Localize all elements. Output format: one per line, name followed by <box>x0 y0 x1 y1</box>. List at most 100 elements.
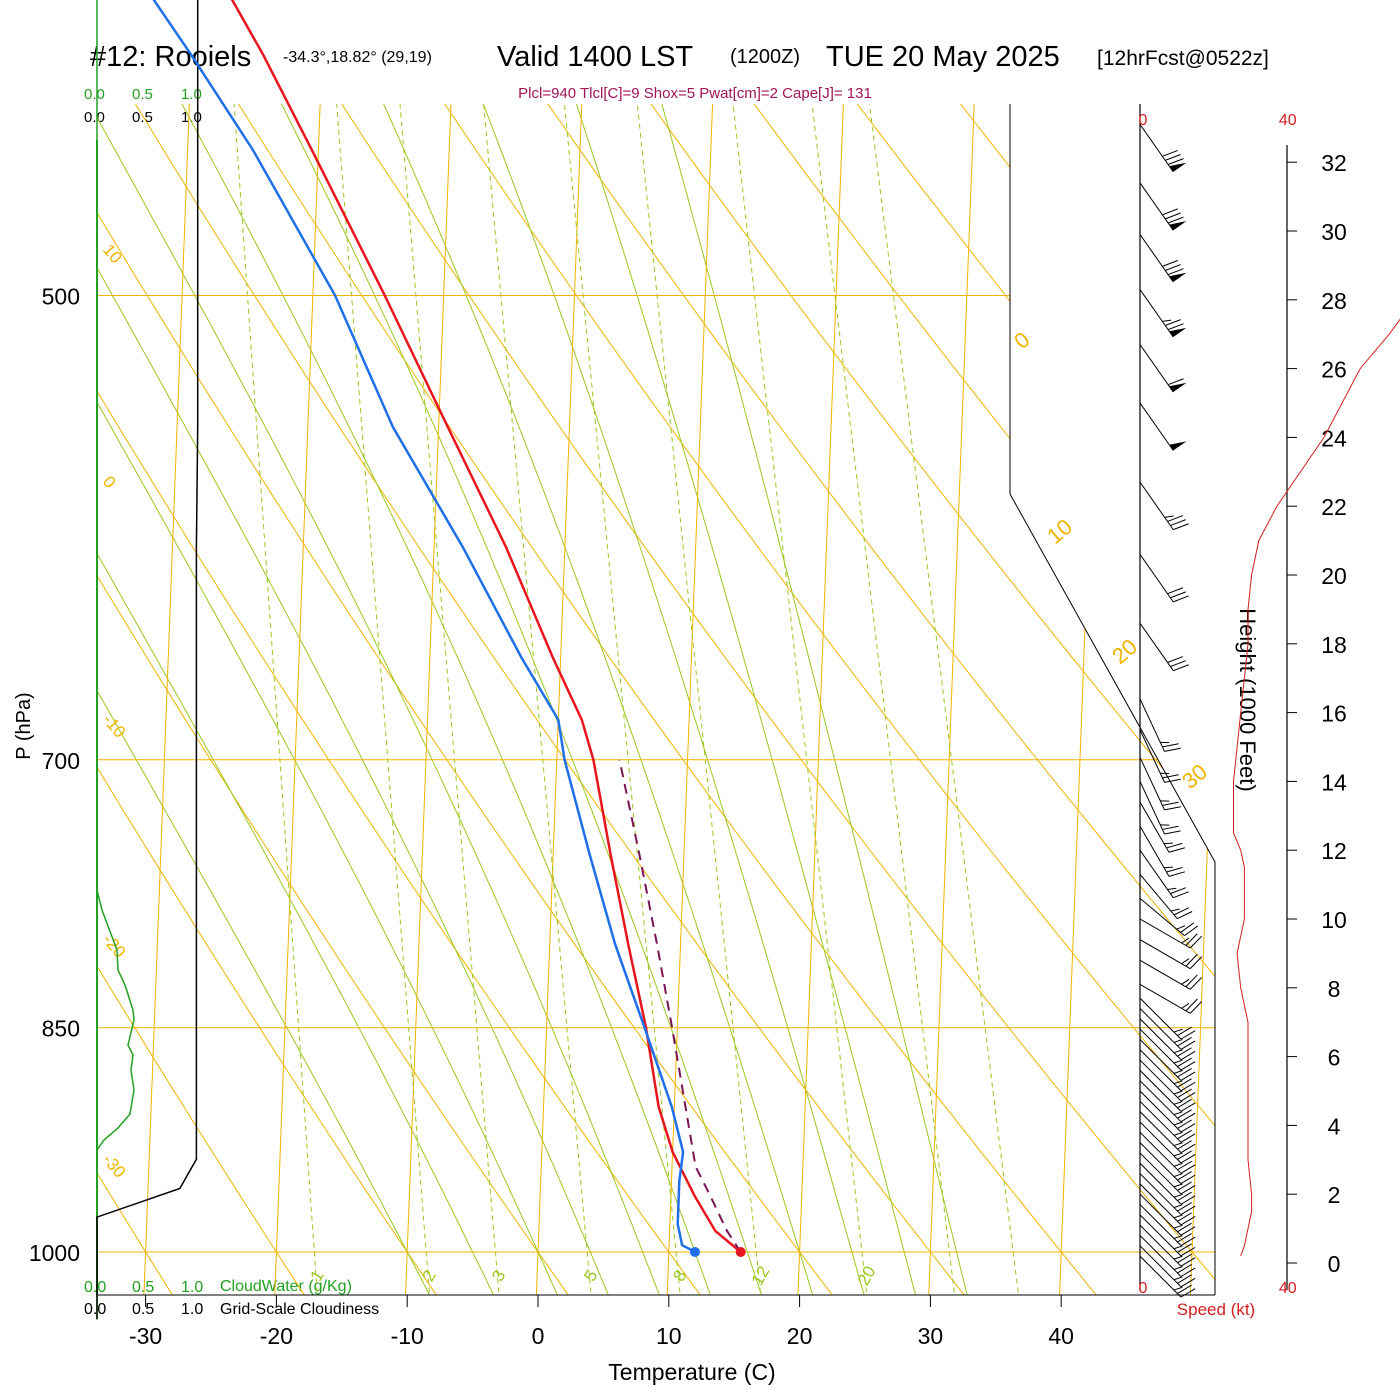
moist-adiabat <box>97 104 450 1295</box>
moist-adiabat <box>97 104 575 1295</box>
cloudiness-top-0: 0.0 <box>84 109 105 126</box>
pressure-tick-label: 700 <box>42 748 80 774</box>
wind-barb <box>1139 939 1203 970</box>
dry-adiabat <box>97 104 596 1295</box>
surface-temperature-marker <box>735 1247 746 1257</box>
wind-barb <box>1139 1121 1196 1164</box>
wind-barb <box>1139 1193 1196 1236</box>
plot-boundary <box>1009 104 1216 1295</box>
cloudwater-top-scale: 0.0 0.5 1.0 <box>84 86 202 103</box>
wind-barb <box>1139 1204 1196 1246</box>
wind-barb <box>1139 1080 1196 1123</box>
wind-barb <box>1139 825 1185 877</box>
wind-barb <box>1139 1152 1196 1195</box>
mixing-ratio-line <box>797 104 958 1295</box>
isotherm <box>142 104 222 1295</box>
wind-barb <box>1139 1173 1196 1216</box>
x-tick-label: -10 <box>391 1323 424 1349</box>
pressure-tick-label: 400 <box>42 0 80 2</box>
moist-adiabat <box>400 104 977 1295</box>
moist-adiabat <box>97 104 725 1295</box>
speed-tick-label-bottom: 40 <box>1279 1280 1297 1297</box>
wind-barb <box>1139 781 1181 835</box>
wind-barb <box>1139 801 1185 853</box>
wind-barb <box>1139 1235 1196 1277</box>
moist-adiabat <box>97 104 675 1295</box>
wind-barb <box>1139 289 1187 338</box>
x-tick-label: -20 <box>260 1323 293 1349</box>
wind-speed-line <box>1233 318 1400 1257</box>
dry-adiabat <box>97 104 729 1295</box>
speed-tick-label-top: 40 <box>1279 112 1297 129</box>
wind-panel: 0040408080120120024681012141618202224262… <box>1139 104 1400 1298</box>
height-tick-label: 14 <box>1321 769 1347 795</box>
pressure-tick-label: 1000 <box>29 1240 80 1266</box>
x-tick-label: 30 <box>918 1323 944 1349</box>
isotherm <box>403 104 483 1295</box>
axis-ticks: -30-20-100102030402503004005007008501000 <box>29 0 1074 1349</box>
wind-barb <box>1139 1059 1196 1102</box>
height-tick-label: 30 <box>1321 219 1347 245</box>
wind-barb <box>1139 481 1189 531</box>
wind-barb <box>1139 1131 1196 1174</box>
x-tick-label: -30 <box>129 1323 162 1349</box>
cloudwater-top-0: 0.0 <box>84 86 105 103</box>
cloudwater-title: CloudWater (g/Kg) <box>220 1278 352 1295</box>
dry-adiabat <box>97 104 1128 1295</box>
cloudiness-bottom-scale: 0.0 0.5 1.0 Grid-Scale Cloudiness <box>84 1301 379 1318</box>
moist-adiabat <box>256 104 926 1295</box>
wind-barb <box>1139 757 1181 811</box>
cloudiness-title: Grid-Scale Cloudiness <box>220 1301 379 1318</box>
height-tick-label: 32 <box>1321 150 1347 176</box>
cloudwater-bottom-1: 1.0 <box>181 1279 203 1296</box>
dry-adiabat <box>112 104 1215 1295</box>
isotherm <box>534 104 614 1295</box>
height-tick-label: 16 <box>1321 701 1347 727</box>
isotherm <box>272 104 352 1295</box>
moist-adiabat <box>97 104 512 1295</box>
height-tick-label: 18 <box>1321 632 1347 658</box>
isotherm <box>665 104 745 1295</box>
cloudwater-bottom-05: 0.5 <box>132 1279 154 1296</box>
pressure-tick-label: 500 <box>42 283 80 309</box>
wind-barb <box>1139 698 1181 752</box>
temperature-line <box>230 0 742 1253</box>
height-tick-label: 12 <box>1321 838 1347 864</box>
wind-barb <box>1139 1224 1196 1267</box>
height-tick-label: 0 <box>1328 1251 1341 1277</box>
isotherm <box>796 104 876 1295</box>
mixing-ratio-line <box>552 104 684 1295</box>
speed-tick-label-top: 0 <box>1139 112 1148 129</box>
wind-barb <box>1139 1049 1196 1092</box>
dewpoint-line <box>152 0 696 1254</box>
wind-barb <box>1139 344 1187 393</box>
dry-adiabat <box>97 104 463 1295</box>
wind-barb <box>1139 983 1203 1014</box>
pressure-tick-label: 850 <box>42 1016 80 1042</box>
wind-barb <box>1139 1039 1196 1081</box>
height-tick-label: 6 <box>1328 1045 1341 1071</box>
height-tick-label: 4 <box>1328 1113 1341 1139</box>
valid-zulu: (1200Z) <box>730 46 800 68</box>
isotherm <box>926 104 1006 1295</box>
cloudwater-bottom-scale: 0.0 0.5 1.0 CloudWater (g/Kg) <box>84 1278 352 1296</box>
wind-barb <box>1139 918 1203 949</box>
dry-adiabat <box>97 104 995 1295</box>
wind-barb <box>1139 1183 1196 1226</box>
wind-barb <box>1139 1070 1196 1112</box>
height-tick-label: 24 <box>1321 425 1347 451</box>
x-tick-label: 10 <box>656 1323 682 1349</box>
dry-adiabat <box>97 104 1215 1295</box>
stability-indices: Plcl=940 Tlcl[C]=9 Shox=5 Pwat[cm]=2 Cap… <box>518 85 872 102</box>
mixing-ratio-line <box>389 104 502 1295</box>
wind-barb <box>1139 1162 1196 1205</box>
cloudwater-top-05: 0.5 <box>132 86 153 103</box>
x-axis-title: Temperature (C) <box>608 1359 775 1385</box>
x-tick-label: 20 <box>787 1323 813 1349</box>
height-tick-label: 2 <box>1328 1182 1341 1208</box>
mixing-ratio-line <box>854 104 1023 1295</box>
wind-barb <box>1139 554 1189 603</box>
isotherm <box>1188 104 1215 1295</box>
moist-adiabat <box>97 104 775 1295</box>
